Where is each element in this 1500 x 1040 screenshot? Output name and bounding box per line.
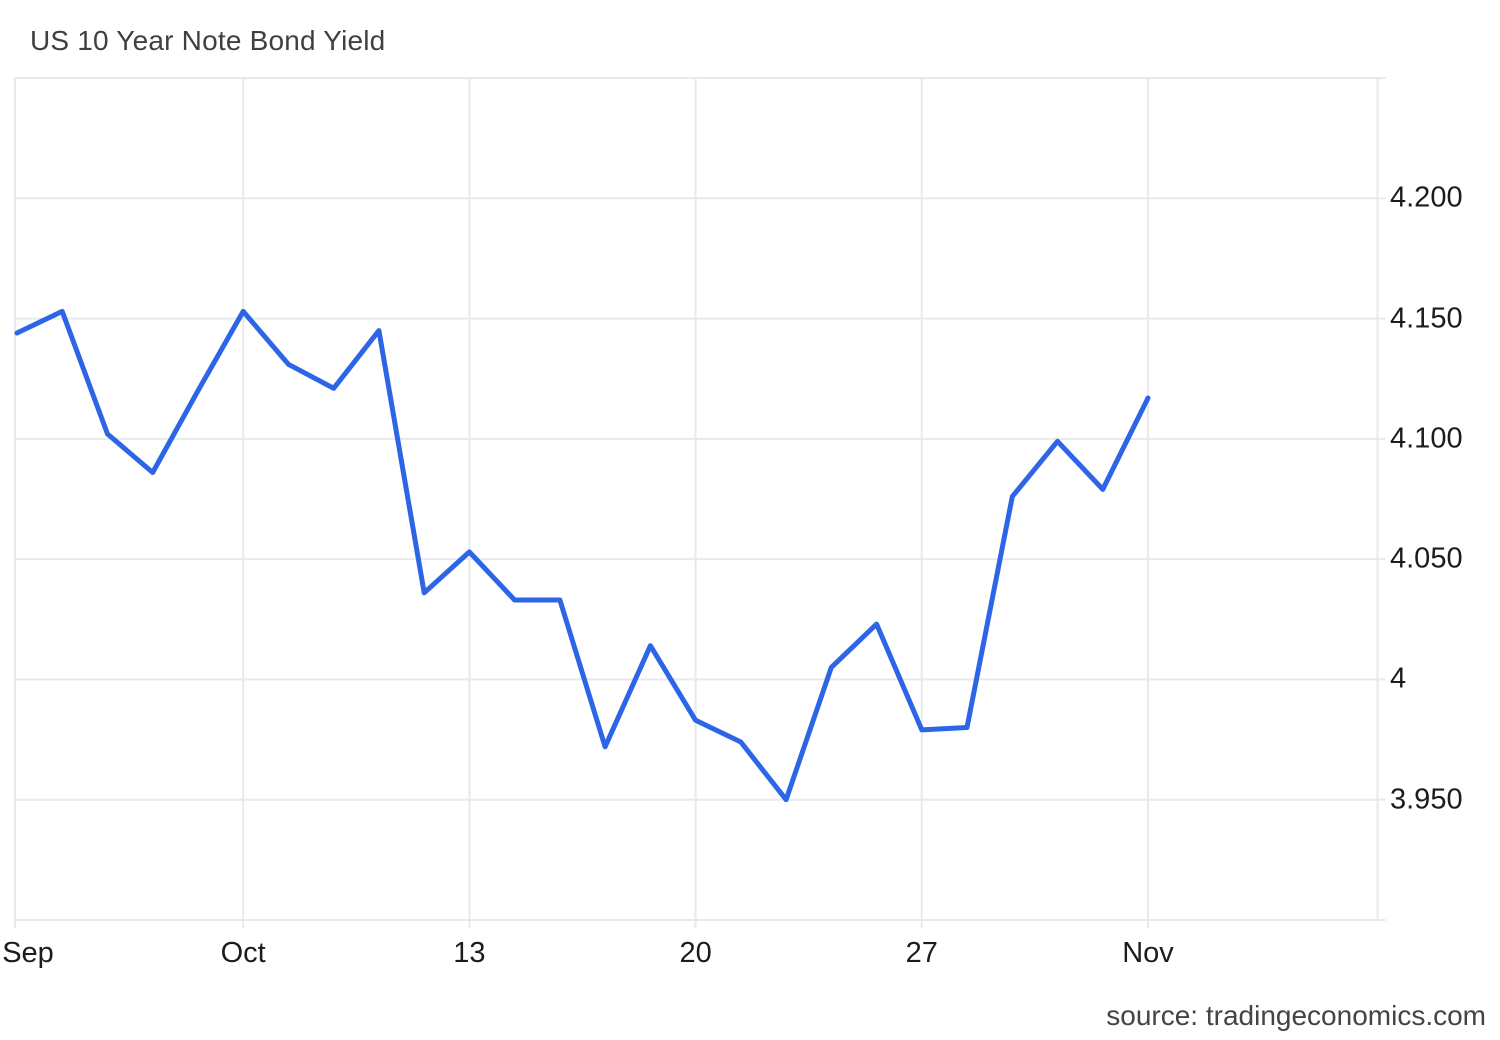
y-axis-label: 4.100 <box>1390 422 1463 455</box>
x-axis-label: Oct <box>220 937 266 969</box>
x-axis-label: 20 <box>679 937 712 969</box>
y-axis-label: 4 <box>1390 662 1407 695</box>
y-axis-label: 4.150 <box>1390 302 1463 335</box>
source-credit: source: tradingeconomics.com <box>1106 1000 1486 1031</box>
x-axis-label: Nov <box>1122 937 1174 969</box>
y-axis-label: 3.950 <box>1390 783 1463 816</box>
chart-title: US 10 Year Note Bond Yield <box>30 25 386 56</box>
y-axis-label: 4.200 <box>1390 181 1463 214</box>
x-axis-label: 27 <box>905 937 938 969</box>
x-axis-label: Sep <box>2 937 54 969</box>
yield-line[interactable] <box>14 308 1151 803</box>
y-axis-label: 4.050 <box>1390 542 1463 575</box>
x-axis-label: 13 <box>453 937 486 969</box>
